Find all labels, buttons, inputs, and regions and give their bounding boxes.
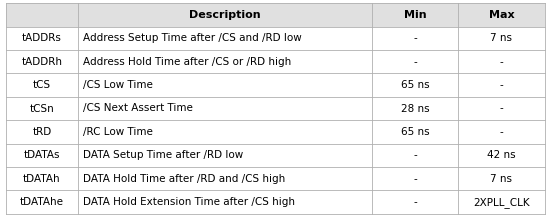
Text: Min: Min [404, 10, 426, 20]
Text: DATA Hold Extension Time after /CS high: DATA Hold Extension Time after /CS high [83, 197, 295, 207]
Bar [458, 144, 544, 167]
Bar [78, 120, 372, 144]
Bar [372, 144, 458, 167]
Bar [6, 167, 78, 190]
Bar [6, 97, 78, 120]
Text: 65 ns: 65 ns [401, 127, 430, 137]
Bar [458, 120, 544, 144]
Text: -: - [413, 57, 417, 67]
Text: Max: Max [488, 10, 514, 20]
Text: tDATAs: tDATAs [24, 150, 60, 160]
Bar [6, 50, 78, 73]
Bar [78, 190, 372, 214]
Text: tRD: tRD [32, 127, 52, 137]
Text: -: - [499, 80, 503, 90]
Text: DATA Hold Time after /RD and /CS high: DATA Hold Time after /RD and /CS high [83, 174, 285, 184]
Text: tADDRs: tADDRs [22, 33, 62, 43]
Text: 7 ns: 7 ns [491, 33, 513, 43]
Text: -: - [499, 127, 503, 137]
Text: Address Hold Time after /CS or /RD high: Address Hold Time after /CS or /RD high [83, 57, 292, 67]
Bar [372, 167, 458, 190]
Bar [78, 97, 372, 120]
Text: DATA Setup Time after /RD low: DATA Setup Time after /RD low [83, 150, 244, 160]
Text: -: - [413, 174, 417, 184]
Bar [372, 27, 458, 50]
Bar [372, 73, 458, 97]
Text: -: - [413, 150, 417, 160]
Text: -: - [413, 197, 417, 207]
Text: tCSn: tCSn [30, 104, 54, 113]
Bar [6, 73, 78, 97]
Text: Address Setup Time after /CS and /RD low: Address Setup Time after /CS and /RD low [83, 33, 302, 43]
Bar [78, 144, 372, 167]
Bar [372, 50, 458, 73]
Bar [6, 3, 78, 27]
Bar [6, 27, 78, 50]
Text: -: - [499, 104, 503, 113]
Text: Description: Description [189, 10, 261, 20]
Text: 7 ns: 7 ns [491, 174, 513, 184]
Bar [78, 27, 372, 50]
Text: -: - [413, 33, 417, 43]
Text: /CS Low Time: /CS Low Time [83, 80, 153, 90]
Bar [458, 50, 544, 73]
Bar [458, 167, 544, 190]
Bar [78, 167, 372, 190]
Text: 28 ns: 28 ns [401, 104, 430, 113]
Text: 2XPLL_CLK: 2XPLL_CLK [473, 197, 530, 207]
Text: tDATAhe: tDATAhe [20, 197, 64, 207]
Text: 65 ns: 65 ns [401, 80, 430, 90]
Text: tCS: tCS [33, 80, 51, 90]
Bar [458, 97, 544, 120]
Text: 42 ns: 42 ns [487, 150, 516, 160]
Text: /CS Next Assert Time: /CS Next Assert Time [83, 104, 193, 113]
Bar [458, 190, 544, 214]
Bar [458, 3, 544, 27]
Bar [372, 190, 458, 214]
Text: -: - [499, 57, 503, 67]
Bar [372, 3, 458, 27]
Bar [458, 73, 544, 97]
Bar [78, 73, 372, 97]
Bar [6, 120, 78, 144]
Bar [6, 144, 78, 167]
Bar [372, 97, 458, 120]
Bar [458, 27, 544, 50]
Bar [78, 3, 372, 27]
Bar [78, 50, 372, 73]
Text: /RC Low Time: /RC Low Time [83, 127, 153, 137]
Text: tADDRh: tADDRh [21, 57, 62, 67]
Bar [372, 120, 458, 144]
Bar [6, 190, 78, 214]
Text: tDATAh: tDATAh [23, 174, 61, 184]
